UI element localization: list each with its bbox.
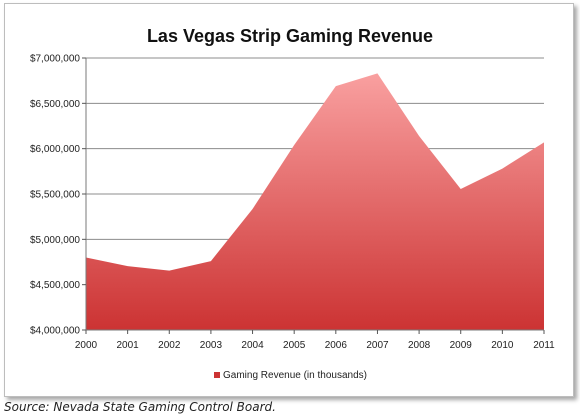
x-tick-label: 2009 (450, 340, 473, 351)
x-tick-label: 2007 (366, 340, 389, 351)
legend-label: Gaming Revenue (in thousands) (223, 370, 367, 381)
x-tick-label: 2004 (241, 340, 264, 351)
x-tick-label: 2010 (491, 340, 514, 351)
plot-area (86, 73, 544, 330)
x-tick-labels: 2000 2001 2002 2003 2004 2005 2006 2007 2008 2009… (75, 330, 555, 351)
x-tick-label: 2006 (325, 340, 348, 351)
legend-swatch (214, 372, 220, 378)
x-tick-label: 2005 (283, 340, 306, 351)
y-tick-label: $4,000,000 (30, 326, 80, 337)
x-tick-label: 2003 (200, 340, 223, 351)
x-tick-label: 2011 (533, 340, 555, 351)
source-note: Source: Nevada State Gaming Control Boar… (4, 400, 276, 414)
x-tick-label: 2000 (75, 340, 98, 351)
legend: Gaming Revenue (in thousands) (214, 370, 367, 381)
y-tick-label: $7,000,000 (30, 54, 80, 65)
y-tick-label: $4,500,000 (30, 280, 80, 291)
y-tick-label: $5,000,000 (30, 235, 80, 246)
y-tick-label: $5,500,000 (30, 190, 80, 201)
revenue-area (86, 73, 544, 330)
chart-title: Las Vegas Strip Gaming Revenue (147, 26, 433, 46)
x-tick-label: 2001 (117, 340, 140, 351)
y-tick-label: $6,000,000 (30, 144, 80, 155)
y-tick-label: $6,500,000 (30, 99, 80, 110)
x-tick-label: 2008 (408, 340, 431, 351)
y-tick-labels: $4,000,000 $4,500,000 $5,000,000 $5,500,000… (30, 54, 86, 337)
x-tick-label: 2002 (158, 340, 181, 351)
